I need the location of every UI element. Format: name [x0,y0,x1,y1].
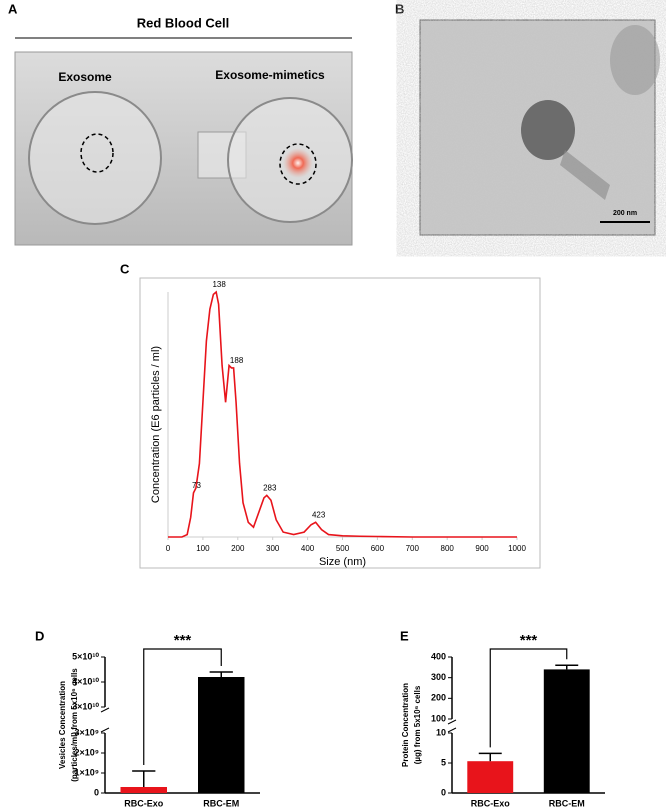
peak-label: 138 [212,280,226,289]
peak-label: 283 [263,483,277,492]
y-tick-label: 300 [431,672,446,682]
bar [198,677,245,793]
y-tick-label: 400 [431,651,446,661]
panel-label: D [35,628,44,643]
y-axis-label: (µg) from 5x10⁶ cells [413,685,422,764]
y-tick-label: 1×10⁹ [74,767,99,777]
line [168,290,517,538]
y-axis-label: Protein Concentration [401,683,410,767]
axis-break [100,707,110,713]
x-tick-label: 1000 [508,544,526,553]
x-tick-label: 300 [266,544,280,553]
y-tick-label: 2×10⁹ [74,747,99,757]
photo-label: Exosome-mimetics [215,68,325,82]
chart-frame [139,277,541,569]
x-tick-label: RBC-EM [203,798,239,808]
y-tick-label: 5×10¹⁰ [72,651,99,661]
significance-bracket [489,648,568,748]
peak-label: 73 [192,481,201,490]
y-tick-label: 0 [441,787,446,797]
x-axis-label: Size (nm) [319,556,366,568]
peak-label: 188 [230,356,244,365]
x-tick-label: RBC-EM [549,798,585,808]
photo-a [14,51,353,246]
scale-bar-label: 200 nm [613,210,637,217]
y-tick-label: 4×10¹⁰ [72,676,99,686]
axis-break [447,727,457,733]
x-tick-label: 200 [231,544,245,553]
panel-label: E [400,628,409,643]
panel-label: C [120,261,130,276]
y-tick-label: 3×10⁹ [74,727,99,737]
x-tick-label: 600 [371,544,385,553]
x-tick-label: 100 [196,544,210,553]
y-axis-label: Concentration (E6 particles / ml) [150,346,162,503]
y-axis-label: (particles/ml) from 5x10⁶ cells [70,668,79,782]
photo-label: Exosome [58,70,112,84]
photo-b [419,19,660,236]
x-tick-label: RBC-Exo [471,798,511,808]
y-tick-label: 200 [431,693,446,703]
significance-label: *** [174,632,192,649]
y-tick-label: 100 [431,713,446,723]
panel-label: B [395,1,404,16]
x-tick-label: 500 [336,544,350,553]
x-tick-label: 900 [475,544,489,553]
x-tick-label: RBC-Exo [124,798,164,808]
bar [120,787,167,793]
y-axis-label: Vesicles Concentration [58,681,67,769]
bar [467,761,514,793]
significance-bracket [143,648,222,765]
panel-label: A [8,1,18,16]
photo-title: Red Blood Cell [137,15,229,30]
axis-break [100,727,110,733]
y-tick-label: 3×10¹⁰ [72,701,99,711]
x-tick-label: 400 [301,544,315,553]
peak-label: 423 [312,510,326,519]
x-tick-label: 0 [166,544,171,553]
bar [543,669,590,793]
x-tick-label: 700 [406,544,420,553]
y-tick-label: 10 [436,727,446,737]
axis-break [447,719,457,725]
y-tick-label: 5 [441,757,446,767]
x-tick-label: 800 [441,544,455,553]
y-tick-label: 0 [94,787,99,797]
significance-label: *** [520,632,538,649]
